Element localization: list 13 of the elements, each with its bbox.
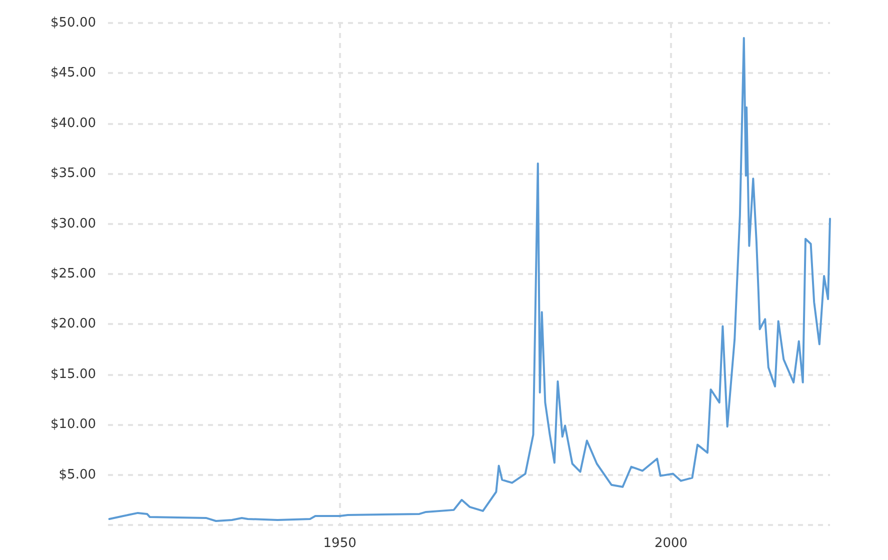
y-tick-label: $20.00 — [50, 316, 96, 332]
y-tick-label: $10.00 — [50, 417, 96, 432]
y-tick-label: $30.00 — [50, 216, 96, 232]
line-series — [108, 37, 831, 522]
y-tick-label: $5.00 — [58, 467, 96, 482]
y-tick-label: $35.00 — [50, 166, 96, 182]
y-tick-label: $25.00 — [50, 266, 96, 282]
x-tick-label: 2000 — [654, 536, 688, 551]
y-tick-label: $15.00 — [50, 366, 96, 382]
y-tick-label: $50.00 — [50, 16, 96, 30]
y-tick-label: $45.00 — [50, 66, 96, 81]
y-tick-label: $40.00 — [50, 116, 96, 131]
x-tick-label: 1950 — [323, 536, 356, 551]
